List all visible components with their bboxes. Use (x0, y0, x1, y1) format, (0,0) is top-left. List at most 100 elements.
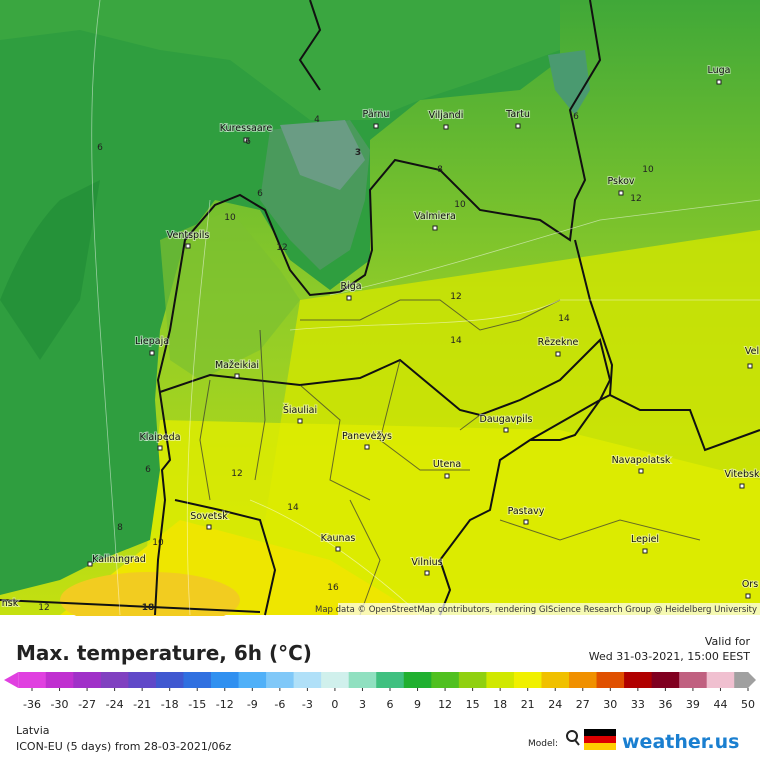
city-dot (149, 350, 155, 356)
valid-time: Wed 31-03-2021, 15:00 EEST (589, 650, 750, 663)
colorbar-tick-label: -3 (302, 698, 313, 711)
brand[interactable]: weather.us (622, 731, 739, 753)
contour-label: 12 (630, 194, 641, 204)
city-label: Klaipeda (139, 432, 180, 443)
city-dot (157, 445, 163, 451)
contour-label: 14 (287, 503, 299, 513)
colorbar-swatch (679, 672, 708, 688)
city-dot (638, 468, 644, 474)
city-label: Tartu (505, 109, 530, 120)
city-label: Liepaja (135, 336, 169, 347)
colorbar-swatch (624, 672, 653, 688)
city-label: Kuressaare (220, 123, 273, 134)
cities: Pärnu Viljandi Tartu Luga Kuressaare Pskov Val… (1, 64, 760, 610)
colorbar-swatch (45, 672, 74, 688)
city-dot (185, 243, 191, 249)
colorbar-swatch (458, 672, 487, 688)
city-dot (234, 373, 240, 379)
city-dot (424, 570, 430, 576)
colorbar-tick-label: -6 (274, 698, 285, 711)
colorbar-tick-label: 36 (658, 698, 672, 711)
city-label: Daugavpils (480, 414, 533, 425)
colorbar-tick-label: 50 (741, 698, 755, 711)
contour-label: 8 (117, 523, 123, 533)
model-run: ICON-EU (5 days) from 28-03-2021/06z (16, 740, 232, 753)
colorbar-tick-label: -36 (23, 698, 41, 711)
colorbar-swatch (569, 672, 598, 688)
title: Max. temperature, 6h (°C) (16, 641, 312, 665)
colorbar-tick-label: 24 (548, 698, 562, 711)
contour-labels: 6 4 3 8 10 10 12 12 14 14 10 12 6 12 14 6 8 10 16 18 12 6 6 (38, 112, 654, 613)
city-label: Viljandi (429, 110, 464, 121)
city-label: Valmiera (414, 211, 456, 222)
colorbar-swatch (486, 672, 515, 688)
colorbar-tick-label: -30 (51, 698, 69, 711)
city-dot (747, 363, 753, 369)
contour-label: 6 (573, 112, 579, 122)
colorbar-swatch (541, 672, 570, 688)
colorbar-tick-label: 27 (576, 698, 590, 711)
contour-label: 6 (257, 189, 263, 199)
city-label: nsk (2, 598, 19, 609)
contour-label: 12 (276, 243, 287, 253)
region: Latvia (16, 724, 50, 737)
city-label: Kaliningrad (92, 554, 146, 565)
city-label: Rēzekne (538, 337, 579, 348)
colorbar-tick-label: 39 (686, 698, 700, 711)
city-dot (297, 418, 303, 424)
city-label: Riga (340, 281, 361, 292)
colorbar-tick-label: 30 (603, 698, 617, 711)
colorbar-swatch (100, 672, 129, 688)
colorbar-swatch (183, 672, 212, 688)
city-dot (346, 295, 352, 301)
city-label: Pärnu (363, 109, 390, 120)
city-dot (555, 351, 561, 357)
contour-label: 12 (231, 469, 242, 479)
city-dot (335, 546, 341, 552)
colorbar-tick-label: 18 (493, 698, 507, 711)
city-label: Šiauliai (283, 404, 317, 416)
city-dot (87, 561, 93, 567)
colorbar-swatch (18, 672, 47, 688)
colorbar-tick-label: 44 (713, 698, 727, 711)
contour-label: 6 (97, 143, 103, 153)
flag (584, 729, 616, 750)
colorbar: -36 -30 -27 -24 -21 -18 -15 -12 -9 -6 -3 0 3 6 9 12 15 18… (4, 672, 756, 711)
city-dot (243, 137, 249, 143)
city-label: Panevėžys (342, 431, 392, 442)
city-label: Sovetsk (190, 511, 228, 522)
city-dot (364, 444, 370, 450)
colorbar-swatch (73, 672, 102, 688)
contour-label: 6 (145, 465, 151, 475)
map (0, 0, 760, 628)
colorbar-end (748, 672, 756, 688)
colorbar-swatch (431, 672, 460, 688)
city-dot (444, 473, 450, 479)
colorbar-tick-label: -18 (161, 698, 179, 711)
contour-label: 18 (142, 603, 155, 613)
city-label: Mažeikiai (215, 360, 259, 371)
contour-label: 8 (437, 165, 443, 175)
colorbar-tick-label: 6 (387, 698, 394, 711)
city-dot (642, 548, 648, 554)
colorbar-tick-label: -15 (188, 698, 206, 711)
colorbar-tick-label: 21 (521, 698, 535, 711)
colorbar-tick-label: -12 (216, 698, 234, 711)
city-label: Pskov (607, 176, 634, 187)
colorbar-swatch (155, 672, 184, 688)
colorbar-tick-label: 9 (414, 698, 421, 711)
contour-label: 16 (327, 583, 339, 593)
city-label: Luga (708, 65, 731, 76)
city-label: Navapolatsk (612, 455, 671, 466)
contour-label: 10 (642, 165, 654, 175)
city-label: Ors (742, 579, 758, 590)
contour-label: 12 (450, 292, 461, 302)
colorbar-tick-label: 3 (359, 698, 366, 711)
colorbar-swatch (706, 672, 735, 688)
city-label: Pastavy (508, 506, 545, 517)
city-dot (206, 524, 212, 530)
city-label: Utena (433, 459, 461, 470)
colorbar-swatch (376, 672, 405, 688)
hd-icon (566, 730, 580, 746)
city-label: Vilnius (411, 557, 442, 568)
